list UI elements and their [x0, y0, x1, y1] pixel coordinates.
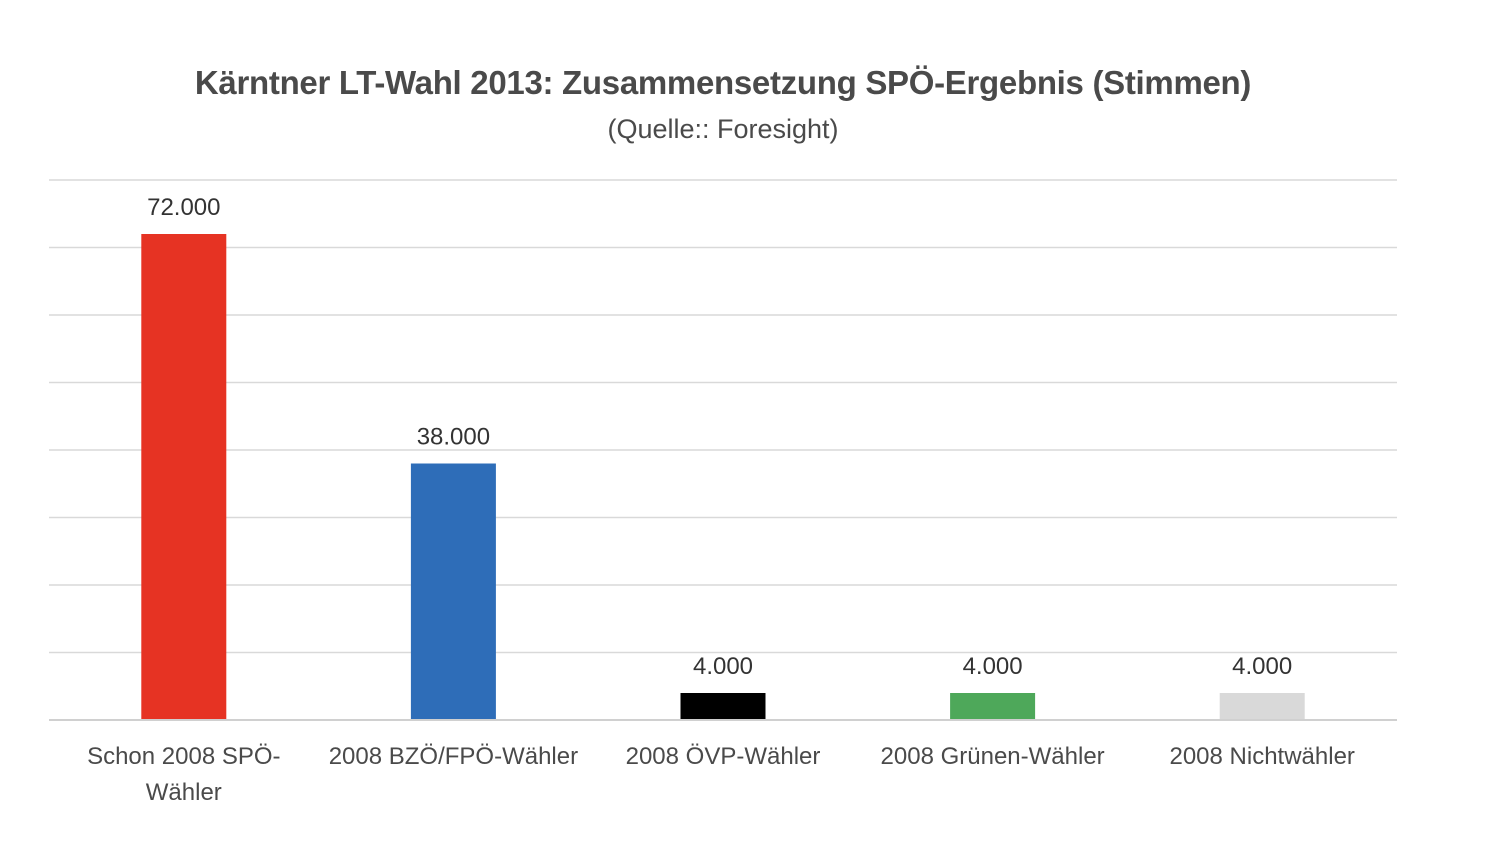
- bar: [950, 693, 1036, 720]
- category-label: 2008 Grünen-Wähler: [881, 743, 1105, 770]
- data-label: 4.000: [693, 653, 753, 680]
- category-label: Schon 2008 SPÖ-Wähler: [87, 743, 280, 806]
- data-label: 4.000: [1232, 653, 1292, 680]
- bar: [410, 463, 496, 720]
- chart-subtitle: (Quelle:: Foresight): [607, 114, 839, 144]
- bar: [1219, 693, 1305, 720]
- chart-title: Kärntner LT-Wahl 2013: Zusammensetzung S…: [194, 64, 1252, 101]
- bar: [141, 234, 227, 720]
- data-label: 72.000: [147, 194, 220, 221]
- data-label: 4.000: [963, 653, 1023, 680]
- category-label: 2008 BZÖ/FPÖ-Wähler: [329, 743, 578, 770]
- bar: [680, 693, 766, 720]
- data-label: 38.000: [417, 424, 490, 451]
- category-label: 2008 Nichtwähler: [1169, 743, 1354, 770]
- category-label: 2008 ÖVP-Wähler: [626, 743, 821, 770]
